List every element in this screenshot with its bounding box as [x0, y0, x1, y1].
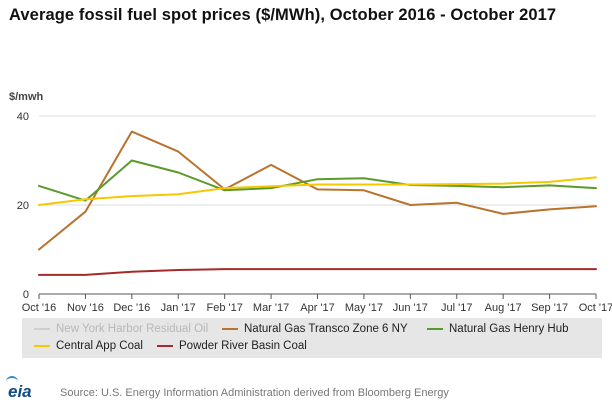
x-tick-label: Jan '17 [161, 302, 196, 314]
legend-label-henry-hub: Natural Gas Henry Hub [449, 323, 569, 335]
x-tick-label: Apr '17 [300, 302, 335, 314]
series-lines [38, 130, 597, 276]
line-chart: 0 20 40 Oct '16 Nov '16 Dec '16 Jan '17 Feb '1… [17, 111, 612, 314]
series-line-central_app [38, 176, 597, 206]
y-axis-ticks: 0 20 40 [17, 111, 29, 301]
x-tick-label: Mar '17 [253, 302, 289, 314]
footer: eia Source: U.S. Energy Information Admi… [0, 376, 612, 408]
legend-swatch-transco [222, 328, 238, 330]
legend-item-henry-hub[interactable]: Natural Gas Henry Hub [427, 323, 569, 335]
x-tick-label: Feb '17 [206, 302, 242, 314]
x-tick-label: Oct '17 [579, 302, 612, 314]
legend-item-powder-river[interactable]: Powder River Basin Coal [157, 340, 307, 352]
x-tick-label: Nov '16 [67, 302, 104, 314]
legend-label-central-app: Central App Coal [56, 340, 143, 352]
x-axis-ticks: Oct '16 Nov '16 Dec '16 Jan '17 Feb '17 Mar '… [22, 294, 612, 314]
eia-logo: eia [6, 376, 32, 402]
x-tick-label: Dec '16 [113, 302, 150, 314]
x-tick-label: Sep '17 [531, 302, 568, 314]
series-line-henry_hub [38, 159, 597, 202]
legend-swatch-ny-harbor [34, 328, 50, 330]
eia-logo-swoosh-icon [6, 376, 18, 384]
y-tick-label: 0 [23, 289, 29, 301]
series-line-transco [38, 130, 597, 251]
legend-swatch-powder-river [157, 345, 173, 347]
eia-logo-text: eia [8, 382, 32, 401]
x-tick-label: Jul '17 [441, 302, 472, 314]
legend-item-transco[interactable]: Natural Gas Transco Zone 6 NY [222, 323, 408, 335]
legend-label-powder-river: Powder River Basin Coal [179, 340, 307, 352]
series-line-powder_river [38, 268, 597, 276]
legend-label-ny-harbor: New York Harbor Residual Oil [56, 323, 209, 335]
y-tick-label: 40 [17, 111, 29, 123]
legend-label-transco: Natural Gas Transco Zone 6 NY [244, 323, 408, 335]
legend-item-central-app[interactable]: Central App Coal [34, 340, 143, 352]
chart-legend: New York Harbor Residual Oil Natural Gas… [22, 318, 602, 358]
x-tick-label: May '17 [345, 302, 383, 314]
gridlines [39, 115, 596, 206]
x-tick-label: Aug '17 [485, 302, 522, 314]
source-note: Source: U.S. Energy Information Administ… [60, 387, 449, 399]
x-tick-label: Oct '16 [22, 302, 57, 314]
chart-title: Average fossil fuel spot prices ($/MWh),… [9, 6, 557, 24]
legend-swatch-central-app [34, 345, 50, 347]
y-axis-label: $/mwh [9, 91, 44, 103]
y-tick-label: 20 [17, 200, 29, 212]
x-tick-label: Jun '17 [393, 302, 428, 314]
legend-swatch-henry-hub [427, 328, 443, 330]
legend-item-ny-harbor[interactable]: New York Harbor Residual Oil [34, 323, 208, 335]
